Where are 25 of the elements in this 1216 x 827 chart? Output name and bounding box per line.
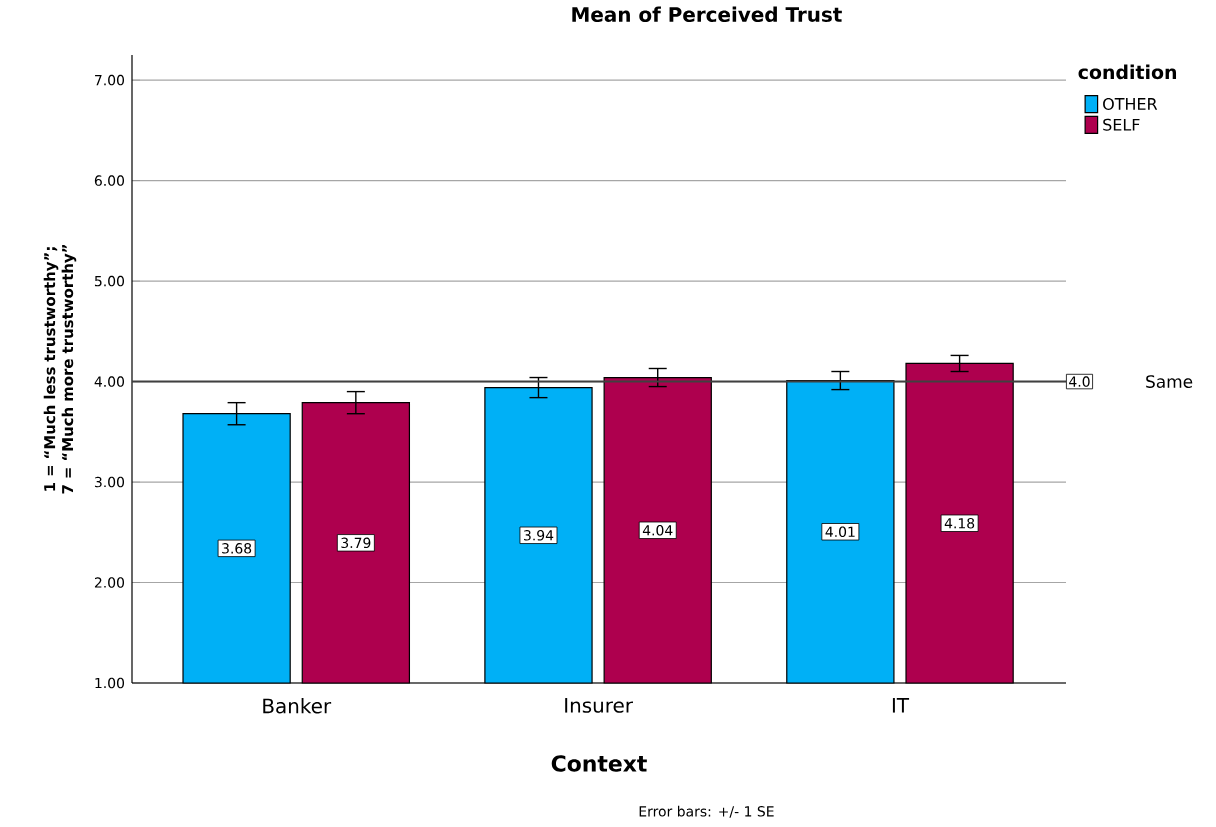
data-label: 3.79 — [341, 537, 371, 549]
y-axis-title: 1 = “Much less trustworthy”; 7 = “Much more trustworthy” — [43, 245, 77, 494]
data-label: 4.01 — [825, 526, 855, 538]
y-tick-label: 5.00 — [94, 275, 125, 287]
text: Error bars: +/- 1 SE — [639, 805, 774, 818]
y-tick-label: 2.00 — [94, 577, 125, 588]
x-tick-label: Banker — [263, 698, 332, 714]
legend-title: condition — [1078, 64, 1177, 80]
legend-label: SELF — [1103, 118, 1140, 131]
data-label: 3.68 — [222, 543, 252, 554]
x-axis-title: Context — [551, 755, 647, 772]
chart-title: Mean of Perceived Trust — [572, 6, 842, 22]
x-tick-label: IT — [892, 698, 910, 713]
y-tick-label: 7.00 — [95, 74, 125, 86]
y-tick-label: 4.00 — [94, 376, 125, 387]
data-label: 4.18 — [944, 517, 975, 529]
text: Same — [1146, 375, 1193, 388]
y-tick-label: 1.00 — [95, 677, 125, 689]
legend-label: OTHER — [1103, 97, 1158, 110]
y-tick-label: 3.00 — [94, 476, 125, 488]
x-tick-label: Insurer — [565, 698, 633, 713]
y-tick-label: 6.00 — [94, 175, 125, 186]
ref-line-label: 4.0 — [1069, 376, 1090, 387]
data-label: 4.04 — [642, 525, 673, 536]
data-label: 3.94 — [524, 530, 554, 541]
